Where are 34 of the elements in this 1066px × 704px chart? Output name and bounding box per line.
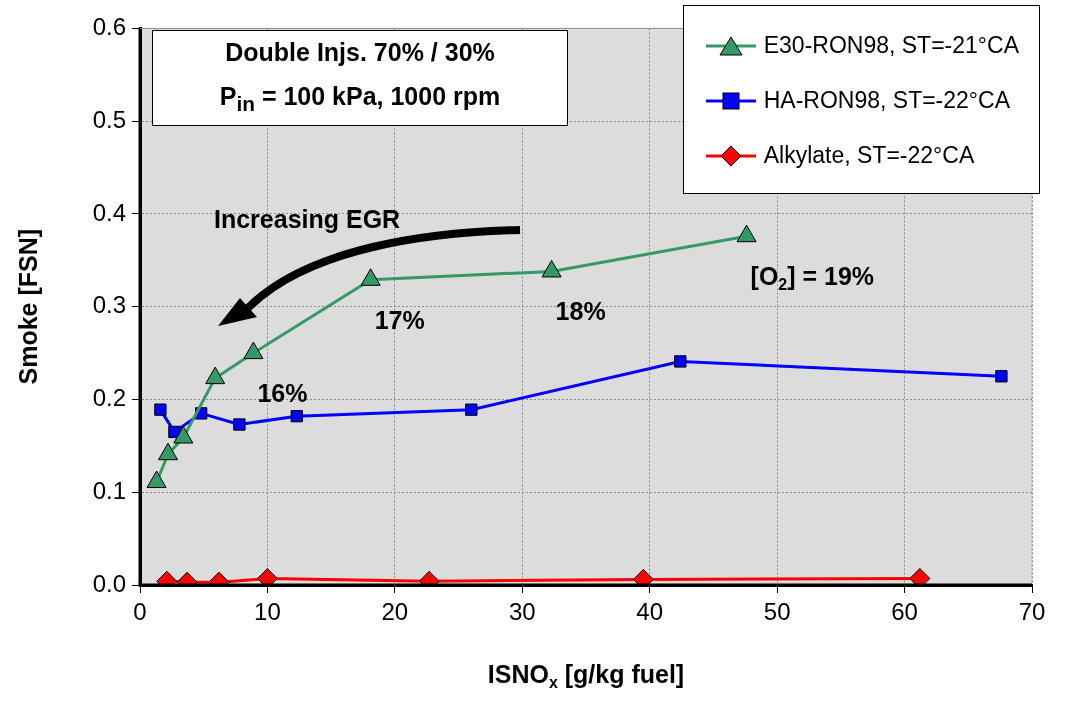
annotation: 16% bbox=[257, 378, 308, 407]
point bbox=[146, 470, 167, 489]
legend-label: HA-RON98, ST=-22°CA bbox=[763, 87, 1011, 114]
y-tick-label: 0.1 bbox=[92, 476, 126, 504]
y-tick-label: 0.4 bbox=[92, 198, 126, 226]
x-tick-label: 30 bbox=[508, 598, 536, 626]
legend-label: Alkylate, ST=-22°CA bbox=[763, 142, 975, 169]
point bbox=[541, 259, 562, 278]
x-tick-label: 60 bbox=[891, 598, 918, 626]
x-tick-label: 70 bbox=[1018, 598, 1046, 626]
annotation: 17% bbox=[374, 305, 425, 334]
point bbox=[736, 224, 757, 243]
x-tick-label: 0 bbox=[133, 598, 147, 626]
legend-label: E30-RON98, ST=-21°CA bbox=[763, 32, 1019, 59]
y-tick-label: 0.2 bbox=[92, 384, 126, 412]
point bbox=[243, 341, 264, 360]
note-box: Double Injs. 70% / 30% P$_{in}$ = 100 kPa, 1000 rpm bbox=[152, 30, 568, 126]
point bbox=[360, 268, 381, 286]
y-tick-label: 0.3 bbox=[92, 291, 126, 319]
y-tick-label: 0.5 bbox=[92, 105, 126, 133]
annotation: Increasing EGR bbox=[214, 205, 401, 234]
x-tick-label: 50 bbox=[763, 598, 791, 626]
annotation: P$_{in}$ = 100 kPa, 1000 rpm bbox=[219, 81, 501, 117]
point bbox=[173, 426, 194, 444]
point bbox=[205, 366, 226, 385]
x-tick-label: 10 bbox=[254, 598, 281, 626]
annotation: Double Injs. 70% / 30% bbox=[225, 37, 495, 68]
x-tick-label: 40 bbox=[636, 598, 664, 626]
point bbox=[158, 442, 179, 461]
y-tick-label: 0.0 bbox=[92, 569, 126, 597]
y-axis-title: Smoke [FSN] bbox=[13, 228, 42, 385]
y-tick-label: 0.6 bbox=[92, 13, 126, 41]
annotation: 18% bbox=[555, 297, 606, 326]
x-tick-label: 20 bbox=[381, 598, 409, 626]
